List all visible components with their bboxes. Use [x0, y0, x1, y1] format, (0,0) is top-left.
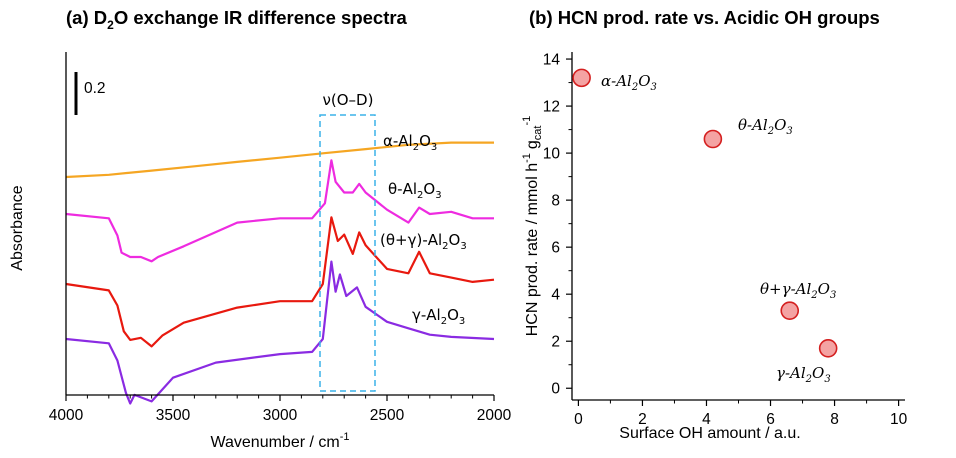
panel-a-y-label: Absorbance [9, 185, 26, 270]
curve-label-theta-gamma: (θ+γ)-Al2O3 [380, 231, 467, 252]
x-tick-label: 4000 [49, 407, 84, 424]
point-label-theta-gamma: θ+γ-Al2O3 [760, 280, 836, 301]
spectra-traces [65, 141, 495, 405]
panel-a-x-label: Wavenumber / cm-1 [211, 431, 350, 451]
panel-b-x-label: Surface OH amount / a.u. [619, 425, 800, 442]
y-tick-label: 4 [551, 287, 560, 304]
spectrum-trace-4 [65, 260, 495, 405]
y-tick-label: 0 [551, 381, 560, 398]
x-tick-label: 2000 [477, 407, 512, 424]
x-tick-label: 2500 [370, 407, 405, 424]
od-region-box [319, 114, 376, 392]
panel-b-y-label: HCN prod. rate / mmol h-1gcat-1 [521, 116, 544, 337]
y-tick-label: 8 [551, 193, 560, 210]
y-tick-label: 12 [543, 99, 560, 116]
x-tick-label: 4 [702, 411, 711, 428]
y-tick-label: 10 [543, 146, 561, 163]
x-tick-label: 3500 [156, 407, 191, 424]
y-tick-label: 6 [551, 240, 560, 257]
curve-label-theta: θ-Al2O3 [388, 180, 442, 201]
x-tick-label: 2 [638, 411, 647, 428]
spectrum-trace-2 [65, 159, 494, 263]
point-label-alpha: α-Al2O3 [601, 72, 657, 93]
x-tick-label: 3000 [263, 407, 298, 424]
od-region-label: ν(O–D) [323, 91, 374, 109]
spectrum-trace-3 [65, 216, 495, 348]
panel-a-x-ticks: 4000 3500 3000 2500 2000 [49, 395, 512, 424]
point-label-theta: θ-Al2O3 [738, 116, 793, 137]
panel-b-title: (b) HCN prod. rate vs. Acidic OH groups [529, 7, 880, 28]
data-point-3 [780, 301, 800, 320]
panel-a-ir-spectra: (a) D2O exchange IR difference spectra 4… [9, 7, 512, 451]
point-label-gamma: γ-Al2O3 [776, 364, 831, 385]
scale-bar-label: 0.2 [84, 80, 106, 97]
data-point-2 [703, 129, 723, 149]
panel-b-points [572, 68, 838, 358]
x-tick-label: 8 [830, 411, 839, 428]
spectrum-trace-1 [65, 141, 494, 179]
x-tick-label: 6 [766, 411, 775, 428]
y-tick-label: 14 [543, 52, 561, 69]
curve-label-gamma: γ-Al2O3 [412, 306, 465, 327]
curve-label-alpha: α-Al2O3 [383, 132, 437, 153]
x-tick-label: 10 [890, 411, 908, 428]
y-tick-label: 2 [551, 334, 560, 351]
panel-b-scatter: (b) HCN prod. rate vs. Acidic OH groups … [521, 7, 908, 442]
panel-b-ticks: 0 2 4 6 8 10 0 2 4 6 8 10 12 14 [543, 52, 908, 428]
panel-a-title: (a) D2O exchange IR difference spectra [66, 7, 408, 32]
data-point-4 [818, 338, 838, 358]
data-point-1 [572, 68, 591, 88]
x-tick-label: 0 [574, 411, 583, 428]
